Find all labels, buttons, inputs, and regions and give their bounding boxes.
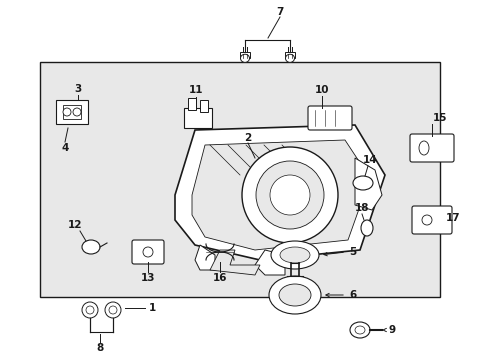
Text: 13: 13: [141, 273, 155, 283]
Ellipse shape: [270, 241, 318, 269]
Circle shape: [63, 108, 71, 116]
Polygon shape: [354, 158, 381, 210]
Text: 15: 15: [432, 113, 447, 123]
Bar: [40, 62, 439, 297]
Ellipse shape: [418, 141, 428, 155]
Bar: [187, 98, 196, 110]
Text: 9: 9: [387, 325, 395, 335]
Bar: [56, 100, 88, 124]
FancyBboxPatch shape: [132, 240, 163, 264]
Text: 17: 17: [445, 213, 459, 223]
Ellipse shape: [280, 247, 309, 263]
Ellipse shape: [279, 284, 310, 306]
Text: 6: 6: [348, 290, 356, 300]
Ellipse shape: [268, 276, 320, 314]
Ellipse shape: [142, 247, 153, 257]
Bar: [239, 52, 250, 58]
Text: 3: 3: [74, 84, 81, 94]
FancyBboxPatch shape: [307, 106, 351, 130]
Polygon shape: [254, 250, 285, 275]
Ellipse shape: [349, 322, 369, 338]
Bar: [200, 100, 207, 112]
Text: 12: 12: [68, 220, 82, 230]
Ellipse shape: [421, 215, 431, 225]
Circle shape: [86, 306, 94, 314]
Circle shape: [105, 302, 121, 318]
FancyBboxPatch shape: [411, 206, 451, 234]
Circle shape: [73, 108, 81, 116]
Text: 1: 1: [148, 303, 155, 313]
Text: 4: 4: [61, 143, 68, 153]
Text: 8: 8: [96, 343, 103, 353]
Polygon shape: [175, 125, 384, 260]
Text: 14: 14: [362, 155, 377, 165]
Circle shape: [256, 161, 324, 229]
Polygon shape: [209, 250, 260, 275]
Circle shape: [109, 306, 117, 314]
Text: 5: 5: [348, 247, 356, 257]
Ellipse shape: [82, 240, 100, 254]
Text: 11: 11: [188, 85, 203, 95]
Ellipse shape: [354, 326, 364, 334]
FancyBboxPatch shape: [409, 134, 453, 162]
Ellipse shape: [352, 176, 372, 190]
Text: 18: 18: [354, 203, 368, 213]
Ellipse shape: [240, 54, 249, 62]
Text: 2: 2: [244, 133, 251, 143]
Bar: [183, 108, 212, 128]
Polygon shape: [192, 140, 369, 250]
Circle shape: [242, 147, 337, 243]
Ellipse shape: [285, 54, 294, 62]
Circle shape: [269, 175, 309, 215]
Text: 10: 10: [314, 85, 328, 95]
Bar: [284, 52, 295, 58]
Circle shape: [82, 302, 98, 318]
Polygon shape: [195, 245, 215, 270]
Ellipse shape: [360, 220, 372, 236]
Text: 16: 16: [212, 273, 227, 283]
Text: 7: 7: [276, 7, 283, 17]
Bar: [63, 105, 81, 119]
